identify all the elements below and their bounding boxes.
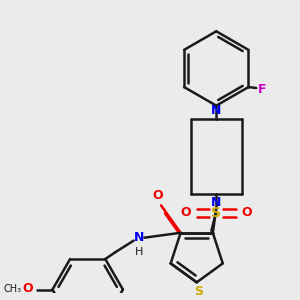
Text: N: N [211,196,221,208]
Text: O: O [22,282,33,295]
Text: CH₃: CH₃ [3,284,21,293]
Text: O: O [153,190,164,202]
Text: N: N [211,104,221,117]
Text: O: O [242,206,252,219]
Text: N: N [134,231,145,244]
Text: F: F [258,82,267,95]
Text: S: S [194,285,203,298]
Text: S: S [211,206,221,220]
Text: H: H [134,248,143,257]
Text: O: O [180,206,191,219]
